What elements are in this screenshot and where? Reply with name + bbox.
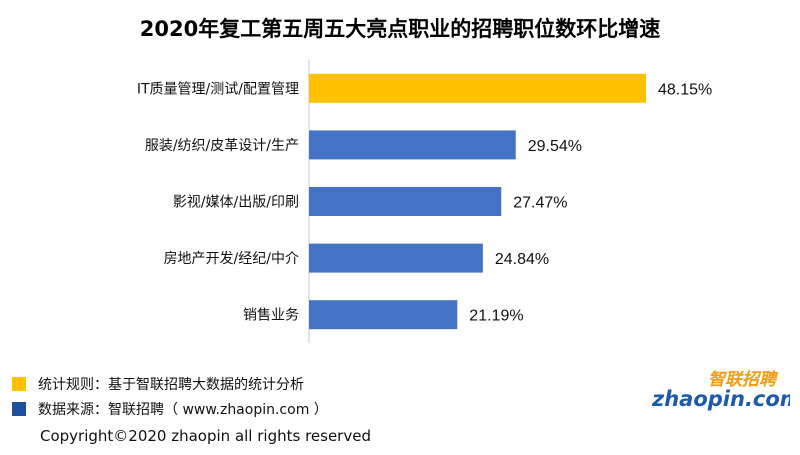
copyright: Copyright©2020 zhaopin all rights reserv… (40, 427, 371, 445)
logo-cn-text: 智联招聘 (708, 370, 779, 390)
rule-note: 统计规则：基于智联招聘大数据的统计分析 (12, 374, 304, 394)
bar-0 (309, 73, 646, 103)
logo-en-text: zhaopin.com (651, 387, 790, 411)
value-label-1: 29.54% (528, 138, 582, 155)
value-label-4: 21.19% (469, 308, 523, 325)
bar-4 (309, 300, 458, 330)
bar-1 (309, 130, 516, 160)
value-label-3: 24.84% (495, 251, 549, 268)
category-label-2: 影视/媒体/出版/印刷 (173, 195, 299, 211)
rule-swatch (12, 377, 26, 391)
value-label-0: 48.15% (658, 81, 712, 98)
category-label-3: 房地产开发/经纪/中介 (164, 251, 299, 267)
bar-3 (309, 243, 483, 273)
category-label-4: 销售业务 (243, 308, 299, 324)
category-label-1: 服装/纺织/皮革设计/生产 (145, 138, 299, 154)
zhaopin-logo: 智联招聘 zhaopin.com (651, 370, 790, 411)
rule-note-text: 统计规则：基于智联招聘大数据的统计分析 (38, 377, 304, 393)
bar-chart: IT质量管理/测试/配置管理 48.15% 服装/纺织/皮革设计/生产 29.54% 影… (137, 60, 712, 343)
source-swatch (12, 402, 26, 416)
category-label-0: IT质量管理/测试/配置管理 (137, 81, 299, 97)
bar-2 (309, 187, 502, 216)
source-note: 数据来源：智联招聘（ www.zhaopin.com ） (12, 399, 328, 419)
value-label-2: 27.47% (513, 195, 567, 212)
chart-title: 2020年复工第五周五大亮点职业的招聘职位数环比增速 (139, 17, 661, 41)
source-note-text: 数据来源：智联招聘（ www.zhaopin.com ） (38, 402, 328, 418)
